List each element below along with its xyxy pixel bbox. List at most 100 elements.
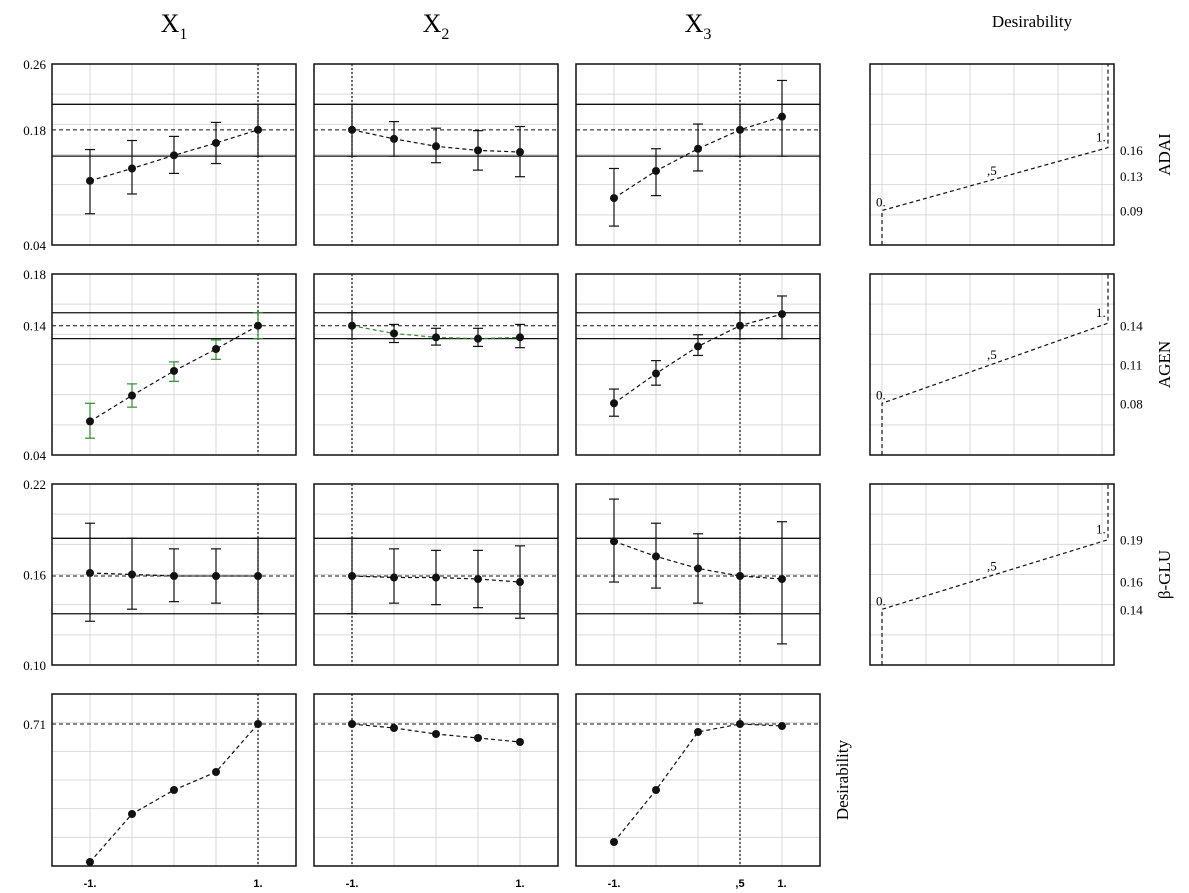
data-point [86,417,94,426]
data-point [86,176,94,185]
desirability-point [474,734,482,742]
x-tick-label: ,5 [735,878,744,890]
data-point [128,570,136,579]
data-point [610,399,618,408]
data-point [254,125,262,134]
desirability-point [778,722,786,730]
desirability-fn-tick-label: 0.16 [1120,143,1143,158]
x-tick-label: 1. [777,878,786,890]
y-tick-label: 0.16 [23,568,46,583]
desirability-fn-tick-label: 0.19 [1120,533,1143,548]
data-point [170,572,178,581]
data-point [778,575,786,584]
data-point [652,166,660,175]
data-point [610,194,618,203]
x-tick-label: -1. [608,878,621,890]
data-point [128,391,136,400]
desirability-point [516,738,524,746]
desirability-function-line [881,274,1109,455]
y-tick-label: 0.10 [23,658,46,673]
desirability-label-half: ,5 [987,559,997,574]
desirability-profile-line [613,723,783,843]
panel-frame [575,63,821,246]
desirability-function-line [881,64,1109,245]
data-point [778,112,786,121]
desirability-point [432,730,440,738]
desirability-point [212,768,220,776]
data-point [390,573,398,582]
desirability-point [170,786,178,794]
desirability-label-half: ,5 [987,163,997,178]
data-point [212,344,220,353]
desirability-function-frame [869,483,1115,666]
desirability-label-one: 1. [1096,130,1106,145]
column-title-x2: X2 [423,9,450,43]
data-point [736,321,744,330]
desirability-function-frame [869,63,1115,246]
data-point [652,369,660,378]
panel-frame [313,483,559,666]
desirability-fn-tick-label: 0.16 [1120,574,1143,589]
desirability-label-one: 1. [1096,305,1106,320]
desirability-point [348,720,356,728]
desirability-fn-tick-label: 0.13 [1120,169,1143,184]
desirability-fn-tick-label: 0.14 [1120,319,1143,334]
data-point [128,164,136,173]
data-point [736,125,744,134]
data-point [390,329,398,338]
x-tick-label: 1. [253,878,262,890]
profile-line [613,540,783,580]
data-point [516,148,524,157]
data-point [432,333,440,342]
x-tick-label: -1. [346,878,359,890]
data-point [516,333,524,342]
panel-frame [313,63,559,246]
data-point [254,321,262,330]
desirability-point [652,786,660,794]
x-tick-label: 1. [515,878,524,890]
panel-frame [575,273,821,456]
desirability-fn-tick-label: 0.08 [1120,396,1143,411]
desirability-point [86,858,94,866]
column-title-x3: X3 [685,9,712,43]
response-name-label: ADAI [1155,133,1174,176]
panel-frame [313,273,559,456]
desirability-point [390,724,398,732]
data-point [170,151,178,160]
desirability-panel-frame [575,693,821,867]
desirability-label-zero: 0. [876,195,886,210]
data-point [474,575,482,584]
y-tick-label: 0.18 [23,123,46,138]
desirability-fn-tick-label: 0.14 [1120,602,1143,617]
desirability-point [128,810,136,818]
data-point [736,572,744,581]
desirability-function-frame [869,273,1115,456]
desirability-point [694,728,702,736]
data-point [516,578,524,587]
y-tick-label: 0.04 [23,448,46,463]
data-point [212,572,220,581]
data-point [390,134,398,143]
data-point [254,572,262,581]
data-point [474,334,482,343]
data-point [212,138,220,147]
desirability-panel-frame [313,693,559,867]
data-point [652,552,660,561]
data-point [474,146,482,155]
data-point [348,572,356,581]
data-point [694,342,702,351]
data-point [170,366,178,375]
data-point [348,321,356,330]
column-title-x1: X1 [161,9,188,43]
profile-line [89,325,259,422]
data-point [86,568,94,577]
y-tick-label: 0.26 [23,57,46,72]
desirability-label-half: ,5 [987,347,997,362]
panel-frame [51,483,297,666]
desirability-label-zero: 0. [876,387,886,402]
panel-frame [51,63,297,246]
y-tick-label: 0.22 [23,477,46,492]
desirability-point [254,720,262,728]
data-point [432,573,440,582]
